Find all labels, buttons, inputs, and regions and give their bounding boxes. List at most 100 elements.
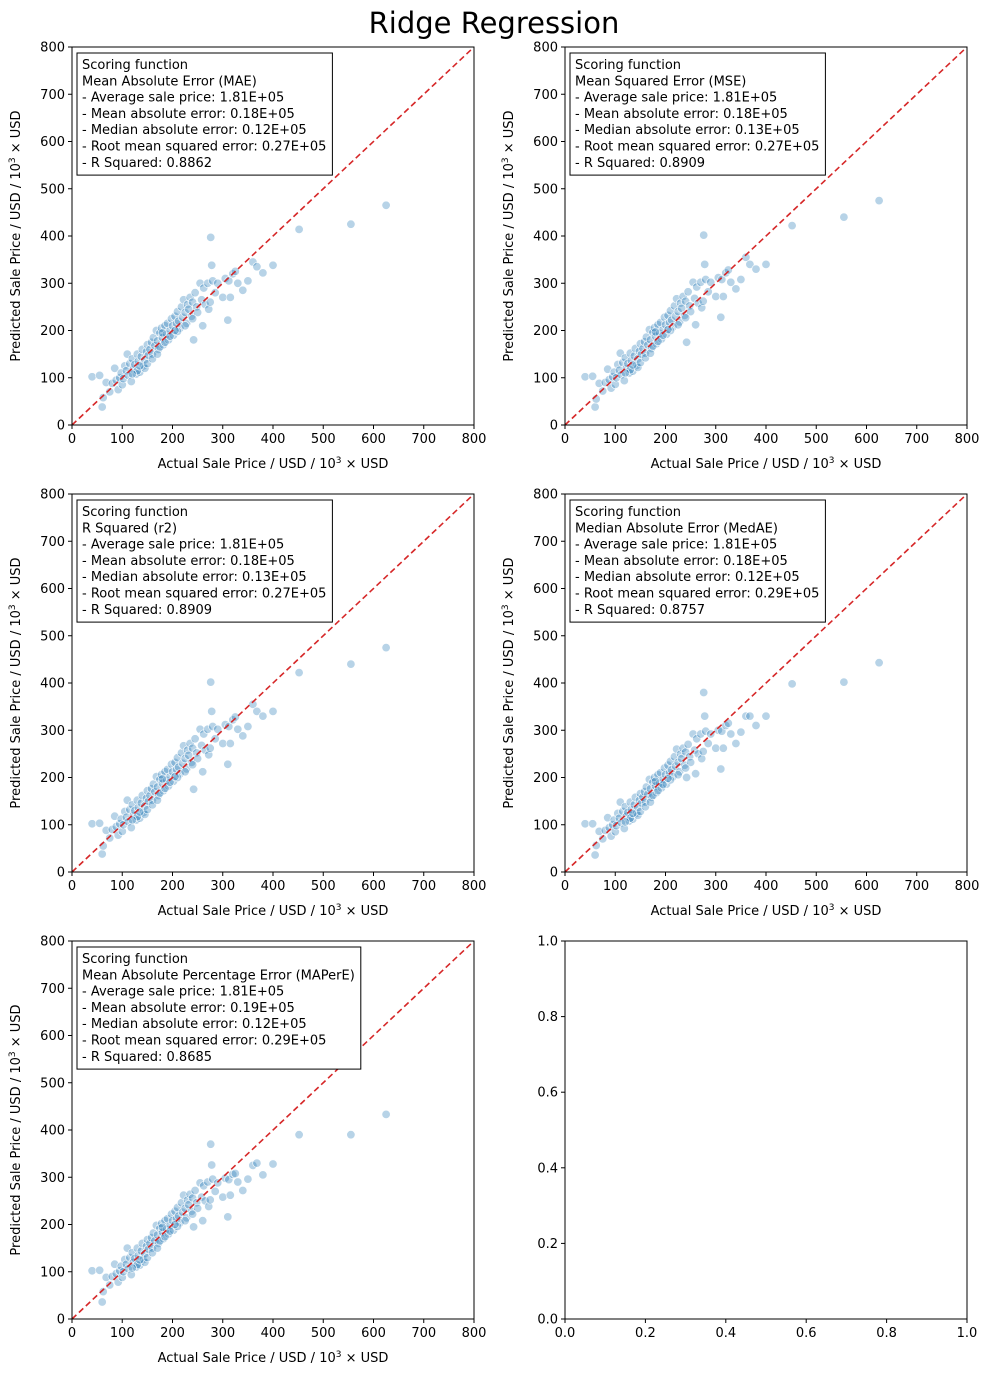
data-point [132,1260,142,1270]
data-point [203,1177,213,1187]
data-point [787,221,797,231]
data-point [653,786,663,796]
data-point [87,1266,97,1276]
x-tick-label: 500 [311,432,336,447]
annotation-line: Scoring function [575,58,681,73]
y-axis-label: Predicted Sale Price / USD / 103 × USD [501,557,517,808]
data-point [741,252,751,262]
data-point [346,219,356,229]
annotation-line: - Average sale price: 1.81E+05 [575,538,777,553]
data-point [97,849,107,859]
x-tick-label: 200 [160,1326,185,1341]
data-point [206,1139,216,1149]
reference-line [72,494,474,872]
annotation-line: Mean Squared Error (MSE) [575,74,746,89]
annotation-line: Scoring function [82,505,188,520]
data-point [699,230,709,240]
data-point [685,301,695,311]
data-point [716,312,726,322]
annotation-box [76,499,333,623]
chart-panel-5: 0 100 200 300 400 500 600 700 800 0 100 200 300 400 50… [8,935,486,1367]
x-tick-label: 600 [361,879,386,894]
reference-line [565,494,967,872]
y-tick-label: 0.2 [537,1237,558,1252]
data-point [116,368,126,378]
x-tick-label: 300 [210,432,235,447]
data-point [208,276,218,286]
data-point [188,314,198,324]
x-tick-label: 700 [411,879,436,894]
reference-line [565,47,967,425]
data-point [180,1216,190,1226]
plot-area [72,47,474,425]
x-axis-label: Actual Sale Price / USD / 103 × USD [651,903,882,919]
data-point [688,277,698,287]
data-point [693,749,703,759]
data-point [225,1190,235,1200]
data-point [160,321,170,331]
data-point [218,1192,228,1202]
data-point [682,772,692,782]
data-point [697,303,707,313]
chart-panel-6: 0.0 0.2 0.4 0.6 0.8 1.0 0.0 0.2 0.4 0.6 0.8 1.0 [537,935,977,1342]
data-point [87,819,97,829]
data-point [207,706,217,716]
data-point [157,1222,167,1232]
data-point [180,321,190,331]
annotation-line: - Median absolute error: 0.12E+05 [82,123,307,138]
data-point [713,725,723,735]
y-tick-label: 400 [533,677,558,692]
y-tick-label: 600 [40,1029,65,1044]
data-point [206,677,216,687]
data-point [218,738,228,748]
data-point [688,729,698,739]
data-point [700,259,710,269]
data-point [252,262,262,272]
data-point [640,353,650,363]
data-point [252,1158,262,1168]
y-tick-label: 800 [533,41,558,56]
annotation-line: Median Absolute Error (MedAE) [575,521,778,536]
data-point [185,738,195,748]
data-point [648,790,658,800]
data-point [105,1280,115,1290]
y-axis-label: Predicted Sale Price / USD / 103 × USD [8,1004,24,1255]
data-point [190,1186,200,1196]
y-axis-label: Predicted Sale Price / USD / 103 × USD [8,557,24,808]
data-point [120,806,130,816]
data-point [580,819,590,829]
data-point [745,259,755,269]
annotation-line: - Mean absolute error: 0.19E+05 [82,1001,295,1016]
data-point [189,784,199,794]
y-tick-label: 600 [533,582,558,597]
annotation-line: - Root mean squared error: 0.29E+05 [575,587,819,602]
annotation-box [569,499,826,623]
data-point [98,1287,108,1297]
data-point [711,743,721,753]
annotation-line: - Mean absolute error: 0.18E+05 [82,554,295,569]
figure-title: Ridge Regression [369,6,620,40]
data-point [152,349,162,359]
data-point [685,752,695,762]
x-tick-label: 0 [68,879,76,894]
data-point [116,814,126,824]
data-point [598,386,608,396]
data-point [243,276,253,286]
data-point [230,1169,240,1179]
data-point [590,850,600,860]
data-point [678,291,688,301]
data-point [635,806,645,816]
annotation-line: - R Squared: 0.8909 [82,603,212,618]
annotation-line: - R Squared: 0.8685 [82,1050,212,1065]
data-point [718,743,728,753]
y-tick-label: 500 [40,1076,65,1091]
data-point [645,797,655,807]
chart-panel-3: 0 100 200 300 400 500 600 700 800 0 100 200 300 400 50… [8,488,486,920]
annotation-line: - Root mean squared error: 0.29E+05 [82,1034,326,1049]
y-tick-label: 500 [533,182,558,197]
x-tick-label: 400 [261,432,286,447]
data-point [697,754,707,764]
data-point [188,1209,198,1219]
